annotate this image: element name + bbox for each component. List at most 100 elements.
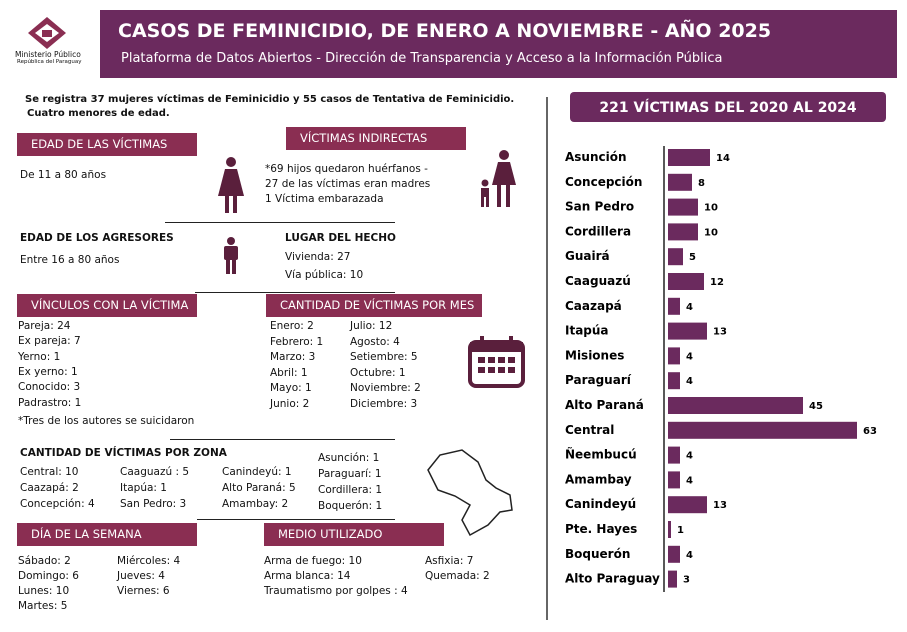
item: Julio: 12 bbox=[350, 320, 393, 332]
bar bbox=[668, 471, 680, 489]
item: Amambay: 2 bbox=[222, 498, 289, 510]
item: Abril: 1 bbox=[270, 366, 308, 379]
item: Sábado: 2 bbox=[18, 555, 71, 567]
item: Asunción: 1 bbox=[318, 452, 380, 464]
item: Setiembre: 5 bbox=[350, 351, 418, 363]
item: Ex yerno: 1 bbox=[18, 365, 78, 378]
category-label: Canindeyú bbox=[565, 497, 636, 511]
title: CASOS DE FEMINICIDIO, DE ENERO A NOVIEMB… bbox=[118, 20, 772, 42]
bar bbox=[668, 372, 680, 390]
item: Lunes: 10 bbox=[18, 585, 70, 597]
item: Viernes: 6 bbox=[117, 585, 170, 597]
item: Cordillera: 1 bbox=[318, 484, 383, 496]
bar bbox=[668, 496, 707, 514]
item: De 11 a 80 años bbox=[20, 169, 107, 181]
value-label: 14 bbox=[716, 153, 730, 164]
logo bbox=[28, 17, 66, 49]
section-title: EDAD DE LAS VÍCTIMAS bbox=[17, 133, 197, 156]
item: Octubre: 1 bbox=[350, 366, 406, 379]
category-label: San Pedro bbox=[565, 200, 634, 214]
item: Traumatismo por golpes : 4 bbox=[264, 585, 408, 597]
section-title: EDAD DE LOS AGRESORES bbox=[20, 232, 174, 244]
category-label: Cordillera bbox=[565, 224, 631, 238]
item: Quemada: 2 bbox=[425, 570, 490, 582]
item: Mayo: 1 bbox=[270, 382, 312, 394]
item: Diciembre: 3 bbox=[350, 397, 418, 410]
item: Junio: 2 bbox=[270, 397, 310, 410]
chart-title: 221 VÍCTIMAS DEL 2020 AL 2024 bbox=[599, 99, 857, 116]
value-label: 4 bbox=[686, 550, 693, 561]
item: Agosto: 4 bbox=[350, 335, 400, 348]
item: 1 Víctima embarazada bbox=[265, 193, 384, 205]
item: Entre 16 a 80 años bbox=[20, 254, 120, 266]
bar bbox=[668, 173, 692, 191]
item: Jueves: 4 bbox=[117, 570, 165, 582]
separator bbox=[170, 439, 395, 440]
section-title: VÍNCULOS CON LA VÍCTIMA bbox=[17, 294, 197, 317]
bar bbox=[668, 446, 680, 464]
item: San Pedro: 3 bbox=[120, 498, 187, 510]
item: Asfixia: 7 bbox=[425, 555, 474, 567]
item: 27 de las víctimas eran madres bbox=[265, 178, 431, 190]
category-label: Caazapá bbox=[565, 299, 622, 313]
item: Noviembre: 2 bbox=[350, 382, 421, 394]
item: Domingo: 6 bbox=[18, 570, 79, 582]
bar bbox=[668, 273, 704, 290]
category-label: Guairá bbox=[565, 249, 610, 263]
category-label: Alto Paraná bbox=[565, 398, 644, 412]
item: Enero: 2 bbox=[270, 320, 314, 332]
value-label: 8 bbox=[698, 178, 705, 189]
item: Vía pública: 10 bbox=[285, 269, 364, 281]
section-title: CANTIDAD DE VÍCTIMAS POR ZONA bbox=[20, 447, 227, 459]
item: Yerno: 1 bbox=[18, 350, 61, 363]
bar bbox=[668, 521, 671, 538]
section-title: MEDIO UTILIZADO bbox=[264, 523, 444, 546]
bar bbox=[668, 149, 710, 166]
item: Itapúa: 1 bbox=[120, 482, 167, 494]
org-name: Ministerio Público bbox=[15, 50, 81, 59]
intro: Se registra 37 mujeres víctimas de Femin… bbox=[25, 94, 515, 105]
bar bbox=[668, 223, 698, 241]
value-label: 13 bbox=[713, 327, 727, 338]
value-label: 12 bbox=[710, 277, 724, 288]
item: Paraguarí: 1 bbox=[318, 468, 382, 480]
item: Concepción: 4 bbox=[20, 498, 95, 510]
paraguay-map bbox=[427, 449, 513, 537]
bar bbox=[668, 570, 677, 588]
category-label: Ñeembucú bbox=[565, 447, 637, 462]
item: Pareja: 24 bbox=[18, 320, 71, 332]
subtitle: Plataforma de Datos Abiertos - Dirección… bbox=[121, 51, 723, 66]
man-icon bbox=[224, 237, 238, 274]
org-name: República del Paraguay bbox=[17, 59, 82, 65]
category-label: Asunción bbox=[565, 150, 627, 164]
bar bbox=[668, 347, 680, 365]
value-label: 4 bbox=[686, 376, 693, 387]
category-label: Paraguarí bbox=[565, 373, 632, 387]
value-label: 1 bbox=[677, 525, 684, 536]
item: Conocido: 3 bbox=[18, 381, 81, 394]
bar bbox=[668, 322, 707, 340]
mother-child-icon bbox=[481, 150, 516, 207]
separator bbox=[195, 292, 395, 293]
value-label: 63 bbox=[863, 426, 877, 437]
note: *Tres de los autores se suicidaron bbox=[18, 415, 195, 427]
section-title: LUGAR DEL HECHO bbox=[285, 232, 396, 244]
item: Canindeyú: 1 bbox=[222, 466, 292, 478]
value-label: 45 bbox=[809, 401, 823, 412]
item: Padrastro: 1 bbox=[18, 396, 82, 409]
category-label: Itapúa bbox=[565, 324, 609, 338]
section-title: DÍA DE LA SEMANA bbox=[17, 523, 197, 546]
value-label: 10 bbox=[704, 203, 718, 214]
category-label: Misiones bbox=[565, 348, 624, 362]
item: Boquerón: 1 bbox=[318, 500, 383, 512]
bar bbox=[668, 397, 803, 414]
item: Vivienda: 27 bbox=[285, 251, 351, 263]
category-label: Amambay bbox=[565, 472, 632, 486]
section-title: CANTIDAD DE VÍCTIMAS POR MES bbox=[266, 294, 482, 317]
item: Arma blanca: 14 bbox=[264, 570, 351, 582]
item: Martes: 5 bbox=[18, 600, 68, 612]
bar bbox=[668, 297, 680, 315]
value-label: 4 bbox=[686, 351, 693, 362]
intro: Cuatro menores de edad. bbox=[27, 108, 170, 119]
